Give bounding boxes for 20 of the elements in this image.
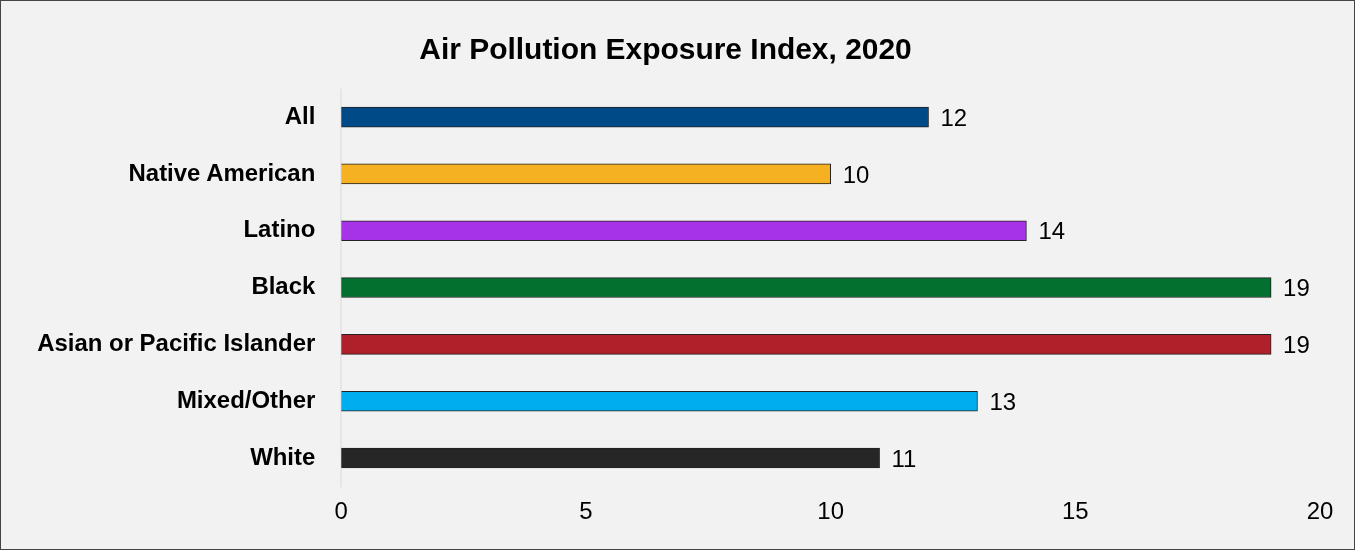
y-tick-label: All	[284, 101, 316, 129]
x-tick-label: 5	[579, 497, 593, 525]
x-tick-label: 0	[334, 497, 348, 525]
y-tick-label: Latino	[243, 215, 316, 243]
x-tick-label: 10	[817, 497, 844, 525]
y-tick-label: White	[250, 442, 316, 470]
x-tick-label: 20	[1306, 497, 1334, 525]
y-tick-label: Mixed/Other	[176, 385, 316, 413]
x-tick-label: 15	[1062, 497, 1089, 525]
data-label: 11	[891, 444, 917, 472]
data-label: 19	[1283, 330, 1310, 358]
y-tick-label: Asian or Pacific Islander	[37, 329, 316, 356]
data-label: 19	[1283, 274, 1310, 302]
y-tick-label: Native American	[128, 158, 316, 186]
data-label: 14	[1038, 217, 1066, 245]
data-label: 12	[940, 103, 968, 131]
y-tick-label: Black	[251, 272, 316, 300]
data-label: 13	[989, 387, 1017, 415]
chart-title: Air Pollution Exposure Index, 2020	[419, 32, 912, 66]
data-label: 10	[842, 160, 870, 188]
